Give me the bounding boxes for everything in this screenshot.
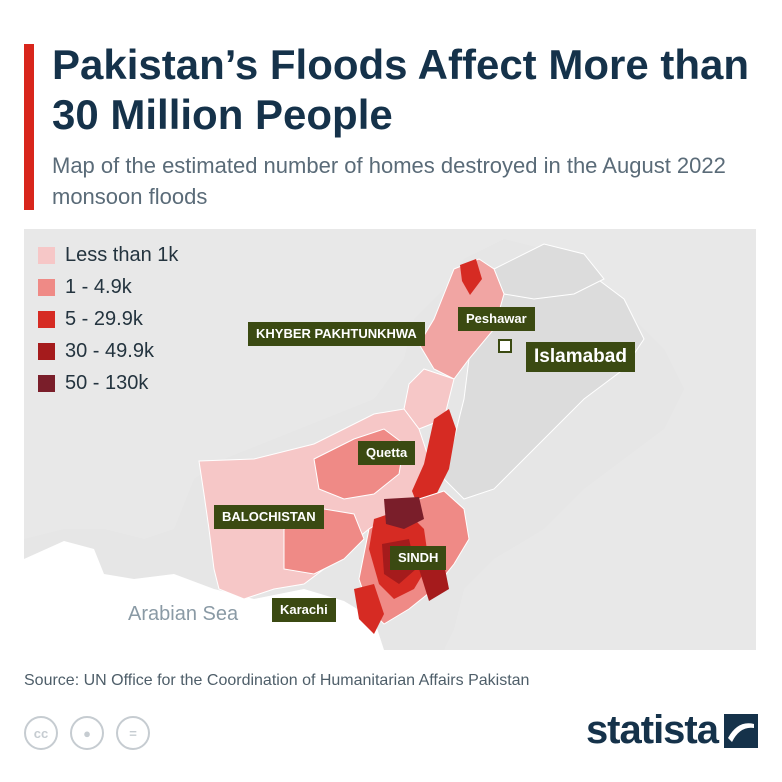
label-karachi: Karachi (272, 598, 336, 622)
statista-logo-icon (724, 713, 758, 748)
region-east-strip (412, 409, 456, 509)
legend-swatch (38, 278, 55, 296)
page-title: Pakistan’s Floods Affect More than 30 Mi… (52, 41, 749, 138)
license-icons: cc ● = (24, 716, 150, 750)
page-subtitle: Map of the estimated number of homes des… (52, 153, 726, 209)
legend-label: Less than 1k (65, 243, 179, 266)
legend-label: 5 - 29.9k (65, 307, 143, 330)
legend-item: 50 - 130k (38, 367, 178, 399)
sea-area (24, 541, 384, 650)
legend-label: 50 - 130k (65, 371, 149, 394)
legend-item: 5 - 29.9k (38, 303, 178, 335)
legend-swatch (38, 310, 55, 328)
legend-label: 30 - 49.9k (65, 339, 154, 362)
nd-icon[interactable]: = (116, 716, 150, 750)
legend-swatch (38, 246, 55, 264)
cc-icon[interactable]: cc (24, 716, 58, 750)
region-north (493, 243, 605, 300)
source-note: Source: UN Office for the Coordination o… (24, 672, 530, 689)
islamabad-marker (498, 339, 512, 353)
by-icon[interactable]: ● (70, 716, 104, 750)
label-quetta: Quetta (358, 441, 416, 465)
legend-swatch (38, 374, 55, 392)
brand-name: statista (585, 708, 719, 752)
legend-swatch (38, 342, 55, 360)
label-balochistan: BALOCHISTAN (214, 505, 324, 529)
legend: Less than 1k 1 - 4.9k 5 - 29.9k 30 - 49.… (38, 239, 178, 399)
label-sindh: SINDH (390, 546, 447, 570)
label-islamabad: Islamabad (526, 342, 635, 372)
neighbor-land (24, 229, 756, 650)
legend-item: 1 - 4.9k (38, 271, 178, 303)
region-khyber-top (460, 259, 482, 295)
brand[interactable]: statista (586, 708, 758, 753)
map: Less than 1k 1 - 4.9k 5 - 29.9k 30 - 49.… (24, 229, 756, 650)
legend-item: 30 - 49.9k (38, 335, 178, 367)
label-sea: Arabian Sea (128, 603, 239, 625)
region-karachi (354, 584, 384, 634)
region-sindh-dark (384, 497, 424, 529)
region-sindh-dark3 (419, 564, 449, 601)
accent-bar (24, 44, 34, 210)
legend-label: 1 - 4.9k (65, 275, 132, 298)
label-khyber: KHYBER PAKHTUNKHWA (248, 322, 425, 346)
label-peshawar: Peshawar (458, 307, 535, 331)
legend-item: Less than 1k (38, 239, 178, 271)
